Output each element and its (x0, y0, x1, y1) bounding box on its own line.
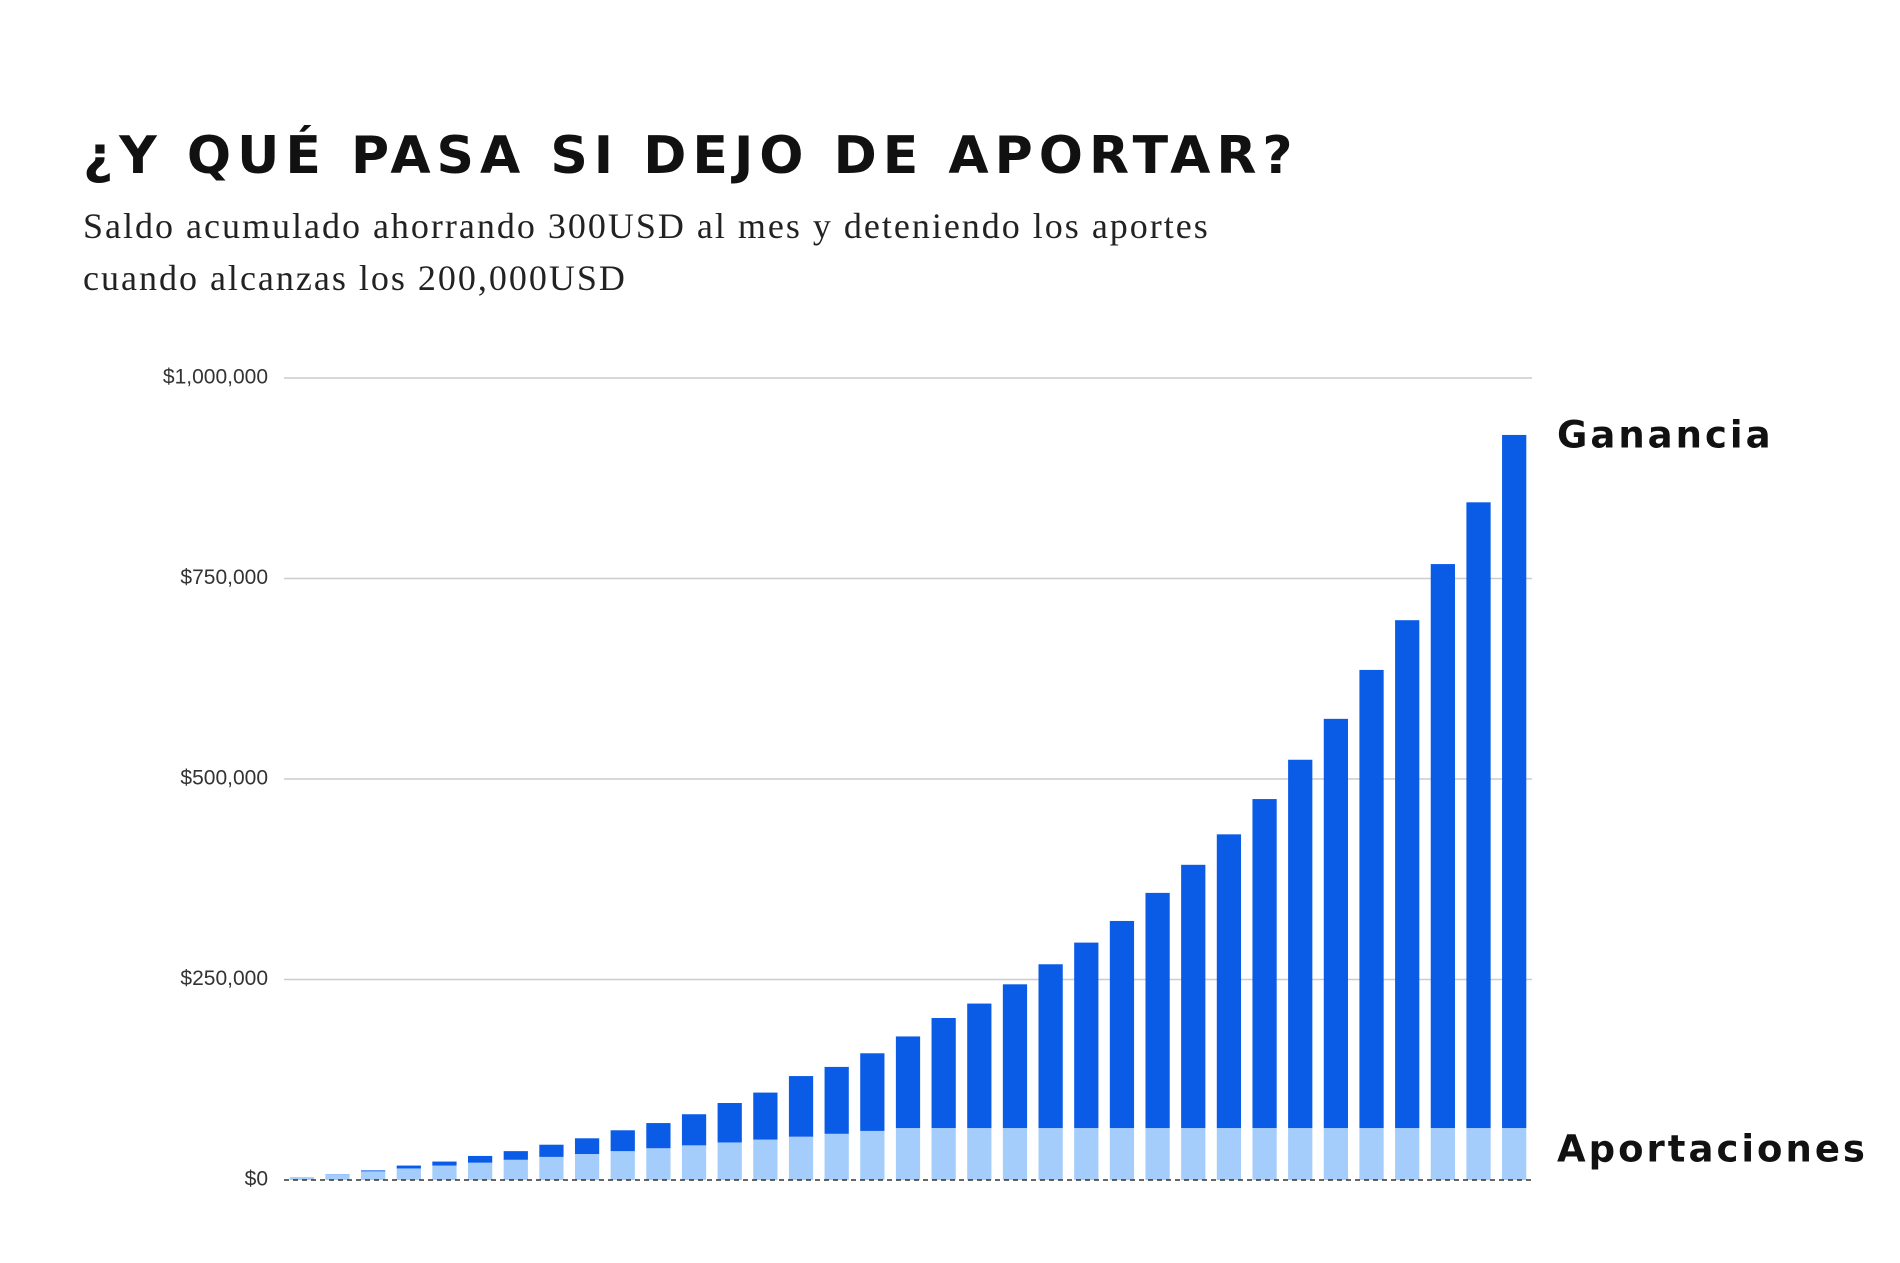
bar-segment (1181, 864, 1206, 1129)
bar-segment (1038, 964, 1063, 1129)
bar-segment (467, 1155, 493, 1163)
bar-segment (1288, 1128, 1313, 1180)
bar-segment (1502, 1128, 1527, 1180)
bar-segment (717, 1142, 742, 1180)
bar-segment (1181, 1128, 1206, 1180)
bar-segment (1002, 984, 1028, 1129)
bar-segment (1216, 834, 1242, 1129)
bar-segment (1430, 1128, 1455, 1180)
y-tick-label: $1,000,000 (163, 366, 268, 389)
bar-segment (1466, 1128, 1491, 1180)
bar-segment (788, 1076, 814, 1137)
bar-segment (824, 1133, 849, 1180)
bar-segment (1074, 1128, 1099, 1180)
bar-segment (931, 1128, 956, 1180)
bar-segment (1288, 759, 1313, 1129)
bar-segment (574, 1138, 600, 1155)
bar-segment (681, 1114, 707, 1146)
bar-segment (967, 1128, 992, 1180)
bar-segment (1430, 564, 1455, 1129)
bar-segment (967, 1003, 992, 1129)
bar-segment (895, 1036, 921, 1129)
bar-segment (895, 1128, 921, 1180)
bar-segment (361, 1171, 386, 1180)
bar-segment (860, 1130, 885, 1180)
bar-segment (1359, 1128, 1384, 1180)
bar-segment (1359, 669, 1384, 1129)
bar-segment (788, 1136, 814, 1180)
bar-segment (1216, 1128, 1242, 1180)
bar-segment (1109, 920, 1135, 1129)
bar-segment (646, 1123, 671, 1149)
bar-segment (1395, 1128, 1420, 1180)
bar-segment (503, 1159, 528, 1180)
bar-segment (753, 1139, 778, 1180)
bar-segment (610, 1151, 635, 1180)
chart-subtitle: cuando alcanzas los 200,000USD (83, 258, 627, 298)
bar-segment (824, 1066, 849, 1134)
bar-segment (574, 1154, 600, 1180)
y-tick-label: $750,000 (180, 566, 268, 589)
bar-segment (432, 1161, 457, 1166)
bar-segment (646, 1148, 671, 1180)
bar-segment (289, 1177, 314, 1180)
bar-segment (1038, 1128, 1063, 1180)
bar-segment (467, 1162, 493, 1180)
bar-segment (396, 1165, 421, 1169)
bar-segment (396, 1168, 421, 1180)
bar-segment (1252, 1128, 1277, 1180)
bar-segment (931, 1017, 956, 1129)
bar-segment (432, 1165, 457, 1180)
bar-segment (717, 1103, 742, 1143)
bar-segment (1074, 942, 1099, 1129)
bar-segment (503, 1151, 528, 1160)
bar-segment (1323, 1128, 1349, 1180)
legend-label: Aportaciones (1557, 1128, 1868, 1171)
bar-segment (539, 1156, 564, 1180)
chart-subtitle: Saldo acumulado ahorrando 300USD al mes … (83, 206, 1210, 246)
legend-label: Ganancia (1557, 413, 1774, 456)
bar-segment (1145, 892, 1170, 1129)
bar-segment (361, 1170, 386, 1172)
bar-segment (1395, 620, 1420, 1129)
y-tick-label: $250,000 (180, 967, 268, 990)
bar-segment (1145, 1128, 1170, 1180)
bar-segment (325, 1174, 350, 1180)
bar-segment (681, 1145, 707, 1180)
chart-title: ¿Y QUÉ PASA SI DEJO DE APORTAR? (83, 125, 1299, 186)
y-tick-label: $500,000 (180, 767, 268, 790)
bar-segment (753, 1092, 778, 1140)
bar-segment (539, 1144, 564, 1157)
bar-segment (1252, 799, 1277, 1129)
bar-segment (860, 1053, 885, 1131)
bar-segment (1002, 1128, 1028, 1180)
bar-segment (1323, 718, 1349, 1129)
bar-segment (1109, 1128, 1135, 1180)
y-tick-label: $0 (245, 1168, 268, 1191)
bar-segment (1502, 434, 1527, 1129)
bar-segment (1466, 502, 1491, 1129)
bar-segment (610, 1130, 635, 1152)
